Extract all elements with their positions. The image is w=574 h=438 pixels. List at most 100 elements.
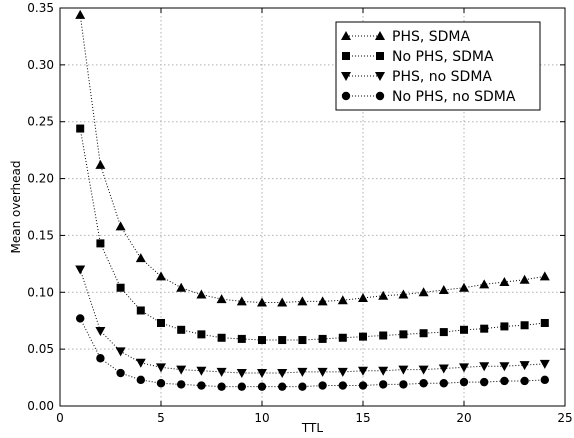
- data-point: [539, 271, 550, 281]
- series-2: [75, 265, 550, 379]
- data-point: [317, 296, 328, 306]
- data-point: [539, 359, 550, 369]
- data-point: [459, 363, 469, 373]
- data-point: [479, 279, 490, 289]
- data-point: [95, 159, 106, 169]
- legend-entry: No PHS, no SDMA: [341, 89, 516, 105]
- data-point: [196, 366, 207, 376]
- series-0: [75, 9, 550, 307]
- data-point: [136, 375, 145, 385]
- data-point: [177, 325, 186, 334]
- legend-marker: [375, 91, 385, 101]
- data-point: [115, 347, 126, 357]
- legend-label: No PHS, no SDMA: [392, 89, 516, 105]
- data-point: [156, 271, 166, 281]
- data-point: [500, 376, 509, 386]
- legend-label: PHS, SDMA: [392, 29, 471, 45]
- data-point: [480, 377, 489, 387]
- data-point: [216, 294, 227, 304]
- data-point: [196, 289, 207, 299]
- data-point: [278, 382, 287, 391]
- data-point: [75, 265, 86, 275]
- data-point: [459, 377, 469, 387]
- data-point: [277, 369, 288, 379]
- data-point: [419, 379, 428, 388]
- y-tick-label: 0.05: [27, 342, 54, 356]
- data-point: [96, 354, 105, 363]
- data-point: [135, 358, 146, 368]
- x-tick-label: 5: [157, 411, 165, 425]
- data-point: [156, 363, 166, 373]
- x-tick-label: 10: [254, 411, 269, 425]
- data-point: [298, 382, 307, 391]
- data-point: [237, 382, 246, 391]
- data-point: [358, 366, 368, 376]
- y-tick-label: 0.25: [27, 115, 54, 129]
- axis-layer: 0 5 10 15 20 25 0.00 0.05 0.10 0.15 0.20 0.25 0.30 0.…: [27, 1, 572, 425]
- data-point: [500, 322, 509, 331]
- data-point: [318, 334, 327, 343]
- legend-box: [335, 21, 541, 111]
- data-point: [236, 369, 247, 379]
- data-point: [318, 381, 327, 390]
- data-point: [278, 336, 287, 345]
- legend-label: PHS, no SDMA: [392, 69, 492, 85]
- data-point: [418, 365, 429, 375]
- data-point: [398, 289, 409, 299]
- data-point: [157, 318, 165, 327]
- series-line: [79, 14, 545, 304]
- y-tick-label: 0.35: [27, 1, 54, 15]
- legend-marker: [375, 72, 385, 81]
- legend-marker: [375, 31, 385, 40]
- data-point: [419, 329, 428, 338]
- x-tick-label: 25: [557, 411, 572, 425]
- data-point: [479, 362, 490, 372]
- legend-label: No PHS, SDMA: [392, 49, 494, 65]
- y-tick-label: 0.15: [27, 228, 54, 242]
- data-point: [359, 332, 367, 341]
- data-point: [156, 379, 166, 388]
- data-point: [115, 221, 126, 231]
- y-axis-label: Mean overhead: [9, 160, 23, 253]
- data-point: [499, 277, 510, 287]
- data-point: [297, 296, 308, 306]
- legend-marker: [341, 72, 351, 81]
- legend-entry: PHS, no SDMA: [341, 69, 492, 85]
- data-point: [96, 239, 105, 248]
- data-point: [499, 362, 510, 372]
- data-point: [439, 328, 448, 337]
- data-point: [399, 380, 408, 389]
- data-point: [197, 330, 206, 339]
- data-point: [519, 361, 530, 371]
- legend-marker: [342, 52, 350, 60]
- x-tick-label: 20: [456, 411, 471, 425]
- series-line: [79, 128, 545, 341]
- data-point: [398, 365, 409, 375]
- data-point: [379, 331, 388, 340]
- series-1: [76, 124, 549, 345]
- data-point: [298, 336, 307, 345]
- plot-frame: [59, 7, 566, 407]
- data-point: [116, 368, 125, 378]
- legend-entry: PHS, SDMA: [341, 29, 471, 45]
- data-point: [76, 314, 85, 323]
- data-point: [177, 380, 186, 389]
- data-point: [116, 283, 125, 292]
- y-tick-label: 0.00: [27, 399, 54, 413]
- data-point: [237, 334, 246, 343]
- data-point: [438, 285, 449, 295]
- data-point: [540, 318, 549, 327]
- grid-layer: [60, 8, 565, 406]
- data-point: [378, 366, 389, 376]
- data-point: [257, 369, 267, 379]
- data-point: [379, 380, 388, 389]
- data-point: [277, 297, 288, 307]
- data-point: [438, 364, 449, 374]
- data-point: [540, 375, 549, 385]
- data-point: [317, 367, 328, 377]
- data-point: [297, 367, 308, 377]
- series-layer: [75, 9, 550, 391]
- data-point: [520, 376, 529, 386]
- data-point: [459, 282, 469, 292]
